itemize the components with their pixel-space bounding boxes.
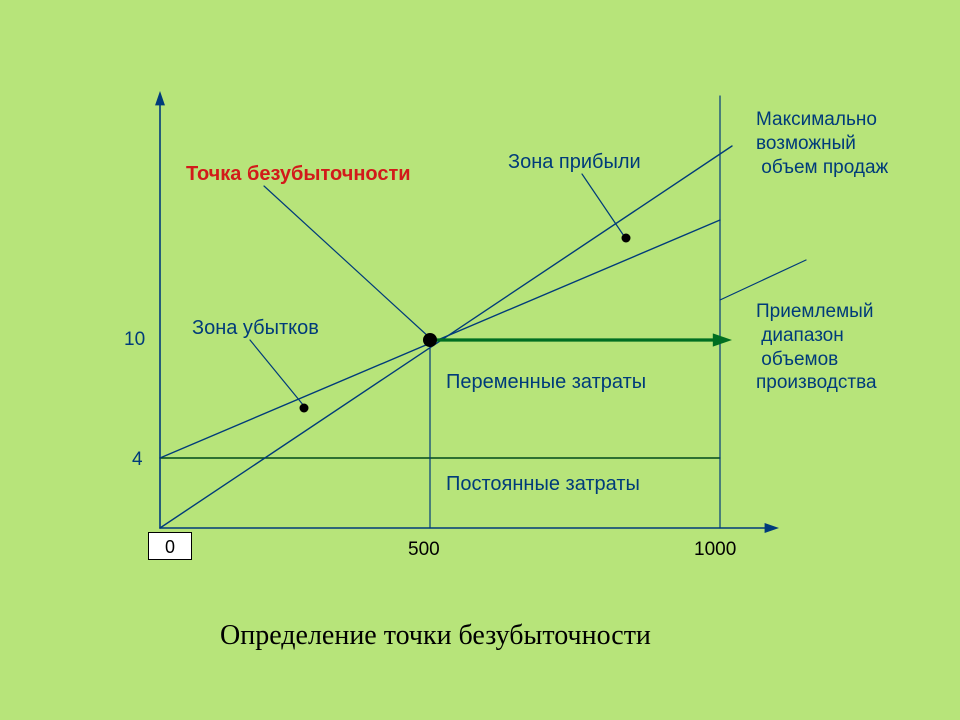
label-range: Приемлемый диапазон объемов производства [756, 300, 877, 395]
caption: Определение точки безубыточности [220, 618, 651, 653]
xtick-500: 500 [408, 538, 440, 562]
label-maxvol: Максимально возможный объем продаж [756, 108, 888, 179]
label-profit: Зона прибыли [508, 150, 641, 175]
origin-zero-box: 0 [148, 532, 192, 560]
ytick-4: 4 [132, 448, 143, 472]
stage: 0 10 4 500 1000 Точка безубыточности Зон… [0, 0, 960, 720]
ytick-10: 10 [124, 328, 145, 352]
label-bep: Точка безубыточности [186, 162, 411, 187]
origin-zero-label: 0 [165, 537, 175, 557]
label-fixedcost: Постоянные затраты [446, 472, 640, 497]
label-varcost: Переменные затраты [446, 370, 646, 395]
label-loss: Зона убытков [192, 316, 319, 341]
xtick-1000: 1000 [694, 538, 736, 562]
